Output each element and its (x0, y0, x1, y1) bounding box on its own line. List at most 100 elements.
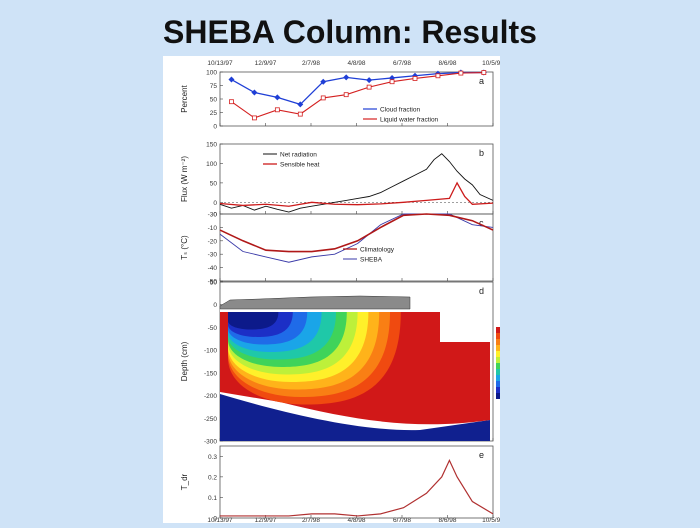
cloud-fraction-line-point (228, 76, 235, 83)
liquid-water-line-point (297, 111, 303, 117)
cloud-fraction-line (231, 71, 484, 106)
heatmap-band (228, 312, 279, 330)
top-x-tick-label: 10/5/98 (482, 60, 500, 67)
liquid-water-line-point (320, 95, 326, 101)
slide-title: SHEBA Column: Results (163, 14, 537, 50)
liquid-water-line-point (435, 73, 441, 79)
legend-color-swatch (496, 327, 501, 333)
y-tick-label: 0.3 (208, 454, 217, 461)
bottom-x-tick-label: 4/8/98 (347, 517, 365, 523)
legend-label: Climatology (360, 247, 395, 254)
y-tick-label: -20 (208, 238, 218, 245)
y-tick-label: -30 (208, 252, 218, 259)
y-axis-label: T_dr (180, 473, 189, 490)
y-tick-label: 50 (210, 280, 218, 287)
top-x-tick-label: 12/9/97 (255, 60, 277, 67)
y-tick-label: 50 (210, 97, 218, 104)
y-tick-label: 0 (213, 124, 217, 131)
figure-svg: 10/13/97 12/9/97 2/7/98 4/8/98 6/7/98 8/6/98 1… (180, 60, 504, 524)
panel-label: a (479, 76, 484, 86)
bottom-x-tick-label: 6/7/98 (393, 517, 411, 523)
y-tick-label: -10 (208, 225, 218, 232)
panel-frame (219, 71, 494, 127)
liquid-water-line-point (274, 107, 280, 113)
bottom-x-tick-label: 10/13/97 (207, 517, 233, 523)
liquid-water-line-point (481, 70, 487, 75)
liquid-water-line-point (252, 115, 257, 121)
top-x-tick-label: 4/8/98 (347, 60, 365, 67)
bottom-x-tick-label: 10/5/98 (482, 517, 500, 523)
liquid-water-line-point (389, 79, 395, 85)
liquid-water-line-point (343, 92, 349, 98)
y-tick-label: 0 (213, 302, 217, 309)
y-axis-label: Depth (cm) (180, 341, 189, 381)
cloud-fraction-line-point (251, 89, 258, 96)
top-x-tick-label: 2/7/98 (302, 60, 320, 67)
legend-color-swatch (496, 333, 501, 339)
legend-color-swatch (496, 387, 501, 393)
panel-frame (219, 445, 494, 519)
sensible-heat-line (219, 181, 494, 207)
y-tick-label: -150 (204, 370, 217, 377)
legend-label: Liquid water fraction (380, 117, 439, 124)
legend-label: SHEBA (360, 257, 383, 264)
heatmap-band (220, 394, 490, 441)
climatology-line (219, 213, 494, 253)
bottom-x-tick-label: 2/7/98 (302, 517, 320, 523)
legend-color-swatch (496, 351, 501, 357)
y-tick-label: 0 (213, 200, 217, 207)
cloud-fraction-line-point (274, 94, 281, 101)
legend-color-swatch (496, 345, 501, 351)
y-tick-label: 100 (206, 161, 217, 168)
bottom-x-tick-label: 8/6/98 (438, 517, 456, 523)
liquid-water-line-point (229, 99, 234, 105)
legend-label: Sensible heat (280, 162, 320, 169)
cloud-fraction-line-point (366, 77, 373, 84)
y-tick-label: 75 (210, 83, 218, 90)
top-x-tick-label: 10/13/97 (207, 60, 233, 67)
cloud-fraction-line-point (320, 78, 327, 85)
panel-label: c (479, 218, 484, 228)
liquid-water-line-point (366, 84, 372, 90)
y-tick-label: 0 (213, 212, 217, 219)
y-tick-label: 0.1 (208, 495, 217, 502)
legend-color-swatch (496, 363, 501, 369)
y-tick-label: -300 (204, 439, 217, 446)
cloud-fraction-line-point (343, 74, 350, 81)
y-tick-label: -200 (204, 393, 217, 400)
y-tick-label: -50 (208, 325, 218, 332)
legend-color-swatch (496, 381, 501, 387)
panel-label: e (479, 450, 484, 460)
top-x-tick-label: 6/7/98 (393, 60, 411, 67)
y-tick-label: -30 (208, 212, 218, 219)
bottom-x-tick-label: 12/9/97 (255, 517, 277, 523)
y-tick-label: 0 (213, 516, 217, 523)
snow-layer (219, 295, 411, 310)
legend-color-swatch (496, 393, 501, 399)
legend-label: Net radiation (280, 152, 317, 159)
sheba-line (219, 213, 494, 263)
legend-label: Cloud fraction (380, 107, 420, 114)
y-axis-label: Tₛ (°C) (180, 235, 189, 260)
panel-label: d (479, 286, 484, 296)
tdr-line (220, 458, 494, 517)
net-radiation-line (219, 153, 494, 213)
top-x-tick-label: 8/6/98 (438, 60, 456, 67)
y-tick-label: 150 (206, 142, 217, 149)
panel-label: b (479, 148, 484, 158)
legend-color-swatch (496, 369, 501, 375)
y-tick-label: 100 (206, 70, 217, 77)
y-tick-label: -40 (208, 265, 218, 272)
y-tick-label: -100 (204, 348, 217, 355)
panel-frame (219, 143, 494, 215)
y-tick-label: 0.2 (208, 474, 217, 481)
legend-color-swatch (496, 339, 501, 345)
liquid-water-line-point (412, 76, 418, 81)
legend-color-swatch (496, 375, 501, 381)
y-axis-label: Flux (W m⁻²) (180, 156, 189, 202)
figure-panel: 10/13/97 12/9/97 2/7/98 4/8/98 6/7/98 8/6/98 1… (163, 56, 504, 524)
cloud-fraction-line-point (297, 101, 304, 108)
y-tick-label: 50 (210, 180, 218, 187)
y-axis-label: Percent (180, 84, 189, 112)
y-tick-label: 25 (210, 110, 218, 117)
